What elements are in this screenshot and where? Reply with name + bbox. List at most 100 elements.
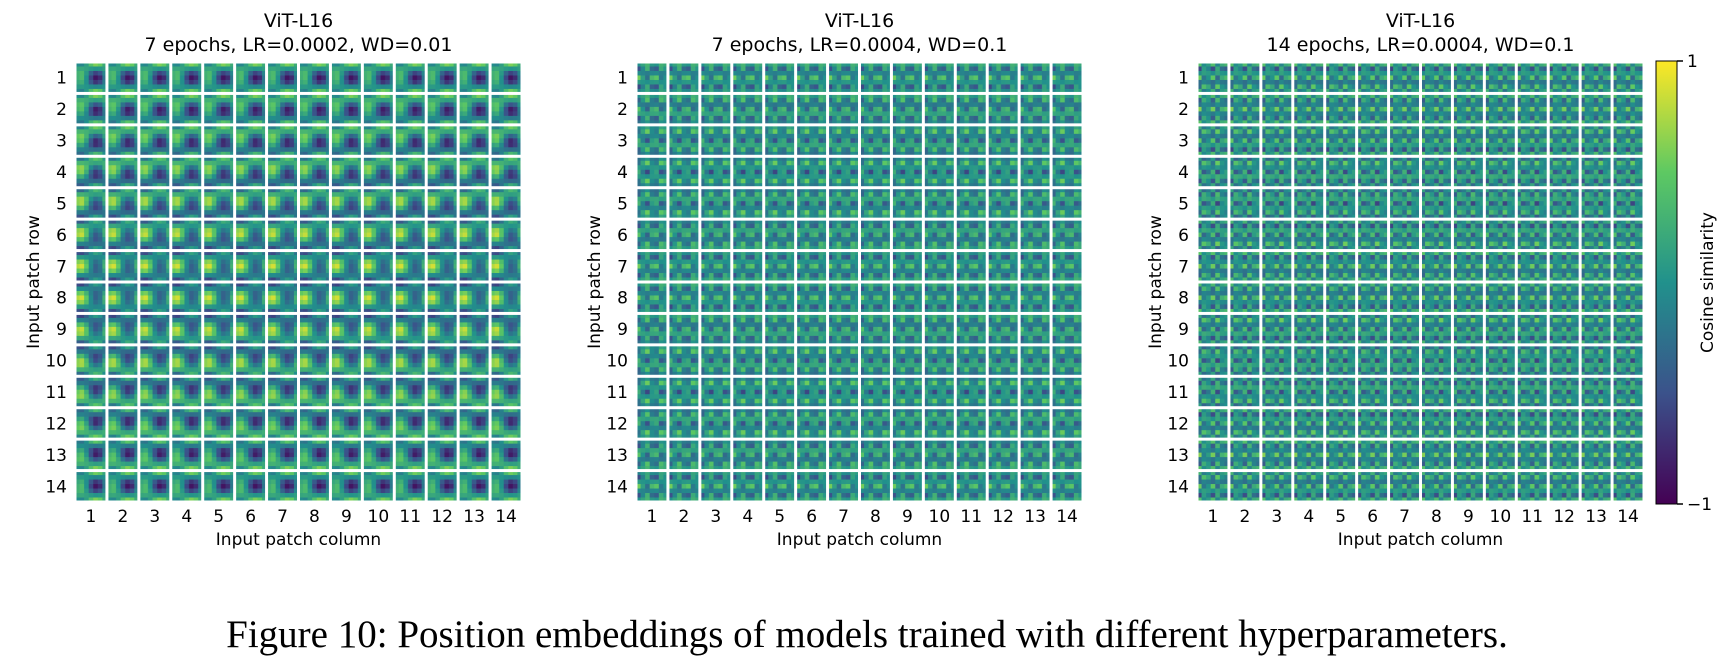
heatmap-cell <box>300 157 329 187</box>
column-tick-label: 10 <box>929 507 951 527</box>
heatmap-cell <box>1453 377 1483 407</box>
row-tick-label: 1 <box>56 69 67 89</box>
heatmap-cell <box>395 377 425 407</box>
heatmap-cell <box>765 472 795 501</box>
heatmap-cell <box>1485 157 1515 187</box>
heatmap-cell <box>829 409 858 438</box>
heatmap-cell <box>236 377 266 407</box>
heatmap-cell <box>1052 63 1082 92</box>
heatmap-cell <box>669 126 699 155</box>
heatmap-cell <box>765 314 795 344</box>
heatmap-cell <box>491 409 521 438</box>
heatmap-cell <box>861 314 890 344</box>
heatmap-cell <box>1581 409 1611 438</box>
column-tick-label: 5 <box>1335 507 1346 527</box>
heatmap-cell <box>108 63 138 92</box>
heatmap-cell <box>765 440 795 470</box>
heatmap-cell <box>765 126 795 155</box>
heatmap-cell <box>1052 346 1082 375</box>
heatmap-cell <box>236 409 266 438</box>
heatmap-cell <box>669 283 699 312</box>
heatmap-cell <box>76 377 106 407</box>
heatmap-cell <box>427 189 457 218</box>
column-tick-label: 1 <box>86 507 97 527</box>
heatmap-cell <box>1358 157 1388 187</box>
heatmap-cell <box>459 472 489 501</box>
heatmap-cell <box>637 283 667 312</box>
heatmap-cell <box>924 440 954 470</box>
heatmap-cell <box>331 220 361 250</box>
heatmap-cell <box>140 440 170 470</box>
heatmap-cell <box>1422 346 1451 375</box>
heatmap-cell <box>1422 157 1451 187</box>
y-axis-label: Input patch row <box>24 215 44 349</box>
heatmap-grid <box>76 63 521 501</box>
heatmap-cell <box>1326 346 1356 375</box>
heatmap-cell <box>1390 409 1419 438</box>
heatmap-cell <box>1198 63 1228 92</box>
heatmap-cell <box>1262 346 1292 375</box>
heatmap-cell <box>140 189 170 218</box>
heatmap-cell <box>108 283 138 312</box>
heatmap-cell <box>1581 283 1611 312</box>
heatmap-cell <box>1358 189 1388 218</box>
heatmap-cell <box>1294 314 1324 344</box>
heatmap-cell <box>76 346 106 375</box>
heatmap-cell <box>829 189 858 218</box>
row-tick-label: 11 <box>1167 383 1189 403</box>
heatmap-cell <box>1198 409 1228 438</box>
heatmap-cell <box>236 126 266 155</box>
heatmap-cell <box>701 346 731 375</box>
heatmap-cell <box>236 252 266 281</box>
heatmap-cell <box>1390 63 1419 92</box>
heatmap-cell <box>140 346 170 375</box>
heatmap-cell <box>1613 126 1643 155</box>
heatmap-cell <box>268 220 297 250</box>
heatmap-cell <box>427 283 457 312</box>
heatmap-cell <box>395 346 425 375</box>
heatmap-cell <box>236 346 266 375</box>
heatmap-cell <box>459 63 489 92</box>
row-tick-label: 8 <box>1178 289 1189 309</box>
heatmap-cell <box>701 283 731 312</box>
heatmap-cell <box>1230 440 1260 470</box>
panel-title: ViT-L16 <box>1386 10 1455 32</box>
column-tick-label: 8 <box>1431 507 1442 527</box>
heatmap-cell <box>701 409 731 438</box>
heatmap-cell <box>1230 220 1260 250</box>
colorbar-min-label: −1 <box>1687 495 1712 515</box>
heatmap-cell <box>331 409 361 438</box>
row-tick-label: 10 <box>1167 352 1189 372</box>
heatmap-cell <box>427 377 457 407</box>
heatmap-cell <box>1581 126 1611 155</box>
heatmap-cell <box>300 472 329 501</box>
row-tick-label: 3 <box>617 132 628 152</box>
row-tick-label: 5 <box>617 194 628 214</box>
heatmap-cell <box>1358 409 1388 438</box>
heatmap-cell <box>1581 314 1611 344</box>
heatmap-cell <box>701 157 731 187</box>
heatmap-cell <box>892 94 922 124</box>
heatmap-cell <box>1517 283 1547 312</box>
heatmap-cell <box>363 220 393 250</box>
heatmap-cell <box>892 472 922 501</box>
row-tick-label: 6 <box>1178 226 1189 246</box>
heatmap-cell <box>1390 472 1419 501</box>
heatmap-cell <box>861 189 890 218</box>
heatmap-cell <box>1358 440 1388 470</box>
heatmap-cell <box>204 157 234 187</box>
heatmap-cell <box>1453 189 1483 218</box>
heatmap-cell <box>363 346 393 375</box>
heatmap-cell <box>1453 440 1483 470</box>
heatmap-cell <box>1358 283 1388 312</box>
row-tick-label: 12 <box>45 414 67 434</box>
heatmap-cell <box>204 94 234 124</box>
heatmap-cell <box>1262 157 1292 187</box>
heatmap-cell <box>1230 252 1260 281</box>
heatmap-cell <box>459 94 489 124</box>
heatmap-cell <box>1485 220 1515 250</box>
heatmap-cell <box>1020 126 1050 155</box>
heatmap-cell <box>637 472 667 501</box>
heatmap-cell <box>1390 346 1419 375</box>
